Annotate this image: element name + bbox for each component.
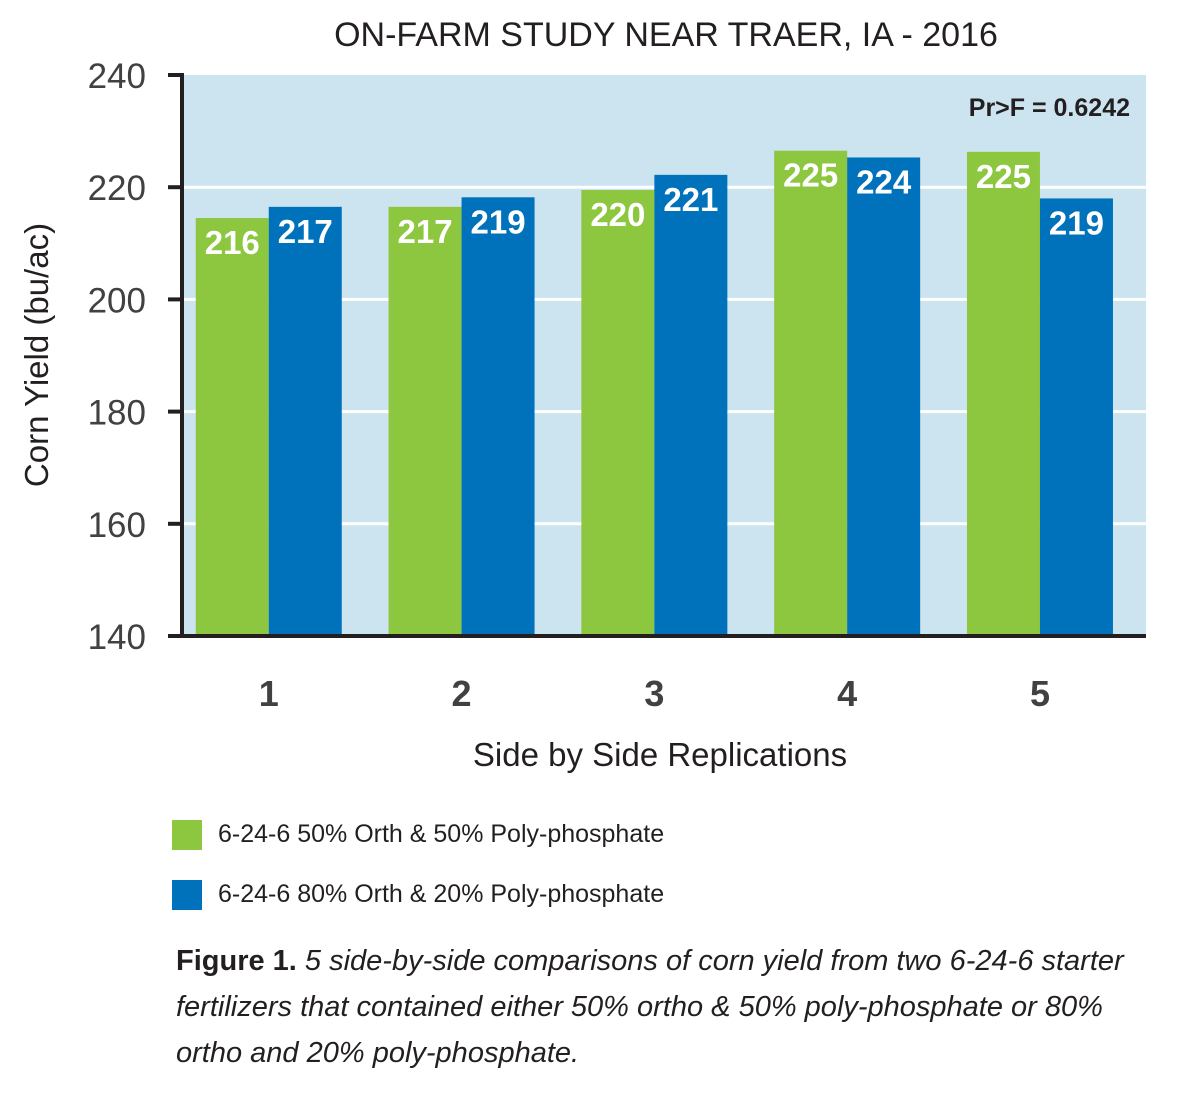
legend-swatch-green (172, 820, 202, 850)
y-tick-label: 140 (88, 618, 146, 657)
y-tick-label: 160 (88, 506, 146, 545)
legend-swatch-blue (172, 880, 202, 910)
bar-rep-3-series-1 (581, 190, 655, 636)
bar-value-label: 219 (471, 203, 526, 240)
bar-value-label: 225 (783, 157, 838, 194)
bar-value-label: 219 (1049, 204, 1104, 241)
legend-label: 6-24-6 80% Orth & 20% Poly-phosphate (218, 880, 665, 908)
y-axis-label: Corn Yield (bu/ac) (18, 223, 55, 487)
bar-rep-2-series-2 (461, 197, 535, 636)
figure-caption: Figure 1. 5 side-by-side comparisons of … (176, 938, 1166, 1076)
bar-rep-3-series-2 (654, 174, 728, 636)
bar-value-label: 220 (590, 196, 645, 233)
x-tick-label: 2 (452, 673, 472, 714)
bar-rep-5-series-1 (966, 151, 1040, 636)
chart-title: ON-FARM STUDY NEAR TRAER, IA - 2016 (334, 16, 998, 54)
bar-rep-4-series-2 (847, 157, 921, 637)
x-tick-label: 5 (1030, 673, 1050, 714)
y-tick-label: 240 (88, 57, 146, 96)
bar-rep-1-series-1 (195, 218, 269, 636)
bar-value-label: 224 (856, 163, 912, 200)
y-tick-label: 200 (88, 281, 146, 320)
bar-rep-5-series-2 (1039, 198, 1113, 637)
y-tick-label: 180 (88, 394, 146, 433)
x-tick-label: 3 (644, 673, 664, 714)
bar-value-label: 216 (205, 224, 260, 261)
bar-value-label: 221 (663, 181, 718, 218)
x-tick-label: 4 (837, 673, 857, 714)
bar-rep-1-series-2 (268, 206, 342, 636)
caption-text: 5 side-by-side comparisons of corn yield… (176, 945, 1124, 1069)
bar-value-label: 217 (278, 213, 333, 250)
caption-lead: Figure 1. (176, 945, 297, 977)
corn-yield-chart: ON-FARM STUDY NEAR TRAER, IA - 2016 216 2… (18, 16, 1146, 773)
y-tick-label: 220 (88, 169, 146, 208)
bar-value-label: 217 (398, 213, 453, 250)
x-axis-label: Side by Side Replications (473, 736, 847, 773)
bar-rep-4-series-1 (774, 150, 848, 637)
bar-rep-2-series-1 (388, 206, 462, 636)
legend-label: 6-24-6 50% Orth & 50% Poly-phosphate (218, 820, 665, 848)
axes: 140 160 180 200 220 240 1 2 3 4 5 (88, 57, 1146, 714)
x-tick-label: 1 (259, 673, 279, 714)
bars: 216 217 217 219 220 221 225 224 225 219 (195, 150, 1113, 637)
significance-annotation: Pr>F = 0.6242 (969, 94, 1130, 122)
bar-value-label: 225 (976, 158, 1031, 195)
